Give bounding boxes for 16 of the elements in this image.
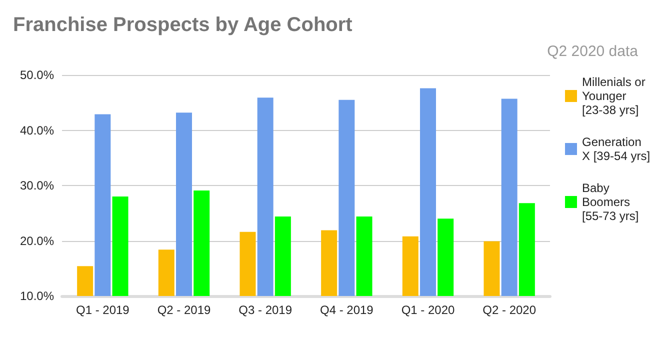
chart-title: Franchise Prospects by Age Cohort	[13, 14, 353, 36]
legend-label: Generation X [39-54 yrs]	[582, 135, 650, 163]
x-tick-label: Q3 - 2019	[238, 303, 292, 317]
y-tick-label: 40.0%	[20, 123, 54, 138]
legend-label: Baby Boomers [55-73 yrs]	[582, 181, 639, 223]
x-tick-label: Q1 - 2019	[76, 303, 130, 317]
y-tick-label: 20.0%	[20, 234, 54, 248]
legend-label: Millenials or Younger [23-38 yrs]	[582, 75, 649, 117]
y-tick-label: 10.0%	[20, 289, 54, 303]
x-tick-label: Q2 - 2019	[157, 303, 212, 317]
y-tick-label: 30.0%	[20, 178, 54, 192]
x-tick-label: Q4 - 2019	[320, 303, 374, 317]
x-tick-label: Q2 - 2020	[482, 303, 536, 317]
x-tick-label: Q1 - 2020	[401, 303, 456, 317]
text: Q2 2020 data	[547, 43, 639, 60]
y-tick-label: 50.0%	[20, 68, 54, 82]
